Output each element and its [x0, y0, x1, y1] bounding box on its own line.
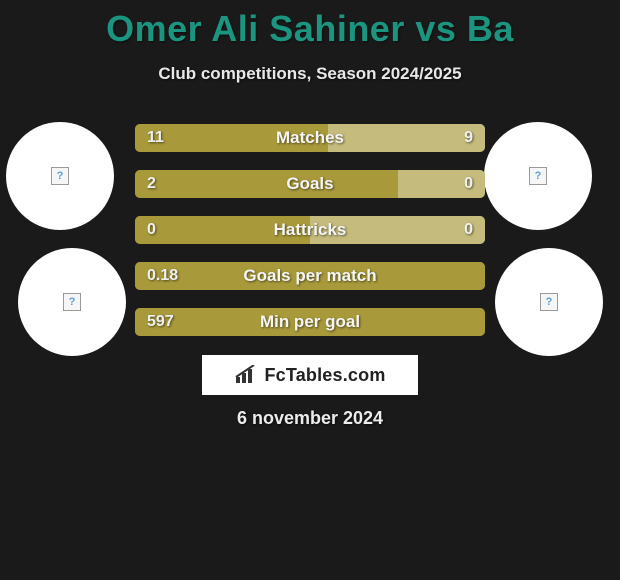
stat-row: 0.18Goals per match [135, 262, 485, 290]
avatar-player1-club: ? [6, 122, 114, 230]
branding: FcTables.com [202, 355, 418, 395]
stat-bar-left [135, 262, 485, 290]
comparison-bars: 119Matches 20Goals 00Hattricks 0.18Goals pe… [135, 124, 485, 354]
stat-bar-left [135, 170, 398, 198]
stat-row: 20Goals [135, 170, 485, 198]
image-placeholder-icon: ? [540, 293, 558, 311]
stat-bar-right [310, 216, 485, 244]
stat-bar-left [135, 216, 310, 244]
date-label: 6 november 2024 [0, 408, 620, 429]
image-placeholder-icon: ? [63, 293, 81, 311]
stat-bar-left [135, 308, 485, 336]
stat-bar-right [398, 170, 486, 198]
branding-text: FcTables.com [264, 365, 385, 386]
avatar-player2: ? [495, 248, 603, 356]
stat-row: 597Min per goal [135, 308, 485, 336]
stat-row: 00Hattricks [135, 216, 485, 244]
subtitle: Club competitions, Season 2024/2025 [0, 64, 620, 84]
branding-chart-icon [234, 365, 260, 385]
image-placeholder-icon: ? [529, 167, 547, 185]
avatar-player1: ? [18, 248, 126, 356]
stat-row: 119Matches [135, 124, 485, 152]
avatar-player2-club: ? [484, 122, 592, 230]
stat-bar-left [135, 124, 328, 152]
stat-bar-right [328, 124, 486, 152]
image-placeholder-icon: ? [51, 167, 69, 185]
page-title: Omer Ali Sahiner vs Ba [0, 0, 620, 50]
